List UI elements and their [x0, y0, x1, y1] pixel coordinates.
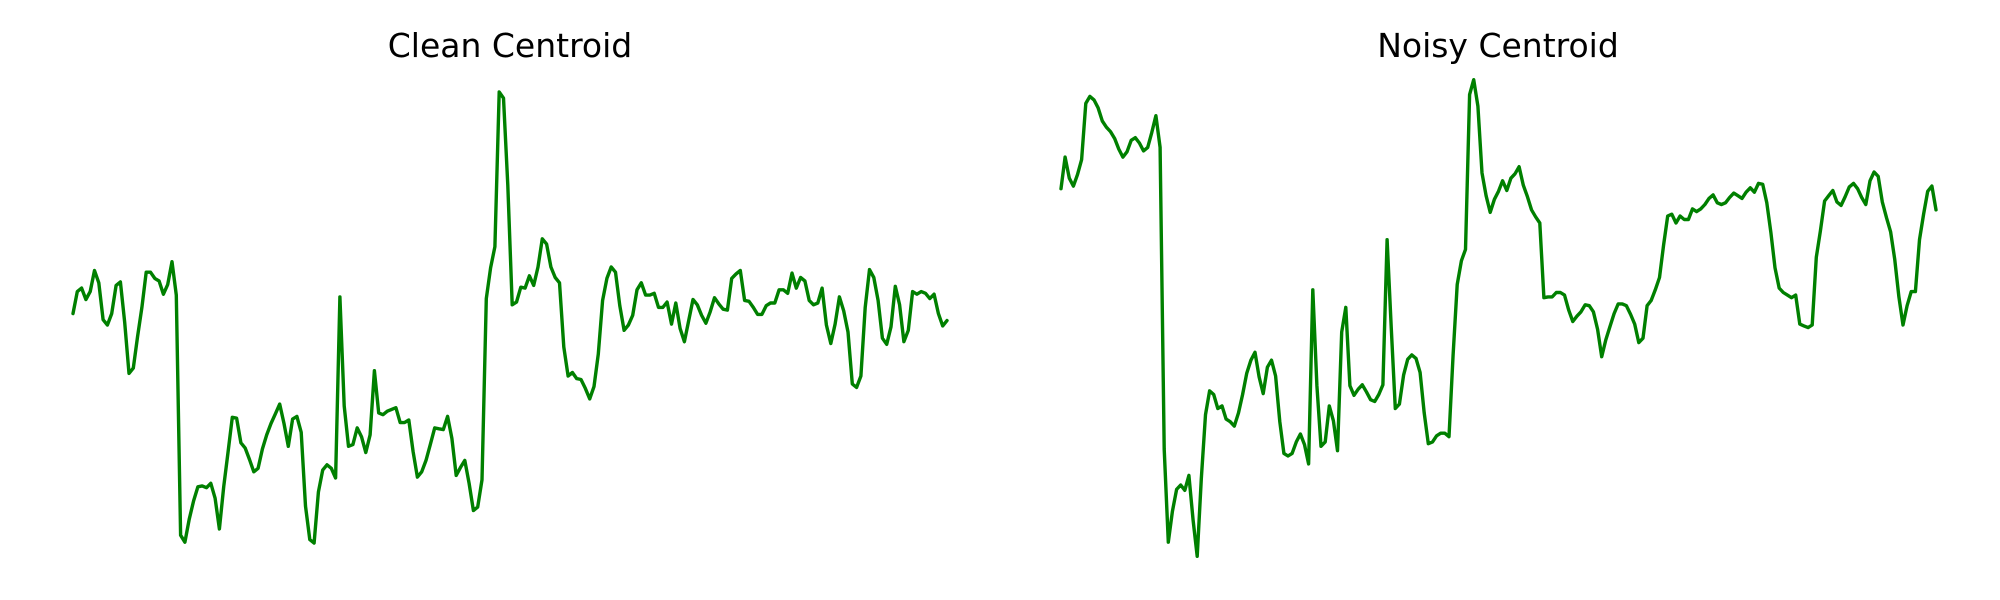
chart-title: Noisy Centroid — [1377, 26, 1619, 65]
chart-noisy-centroid: Noisy Centroid — [1059, 26, 1938, 558]
series-line — [71, 90, 949, 545]
chart-title: Clean Centroid — [388, 26, 633, 65]
chart-clean-centroid: Clean Centroid — [71, 26, 949, 545]
series-line — [1059, 78, 1938, 558]
